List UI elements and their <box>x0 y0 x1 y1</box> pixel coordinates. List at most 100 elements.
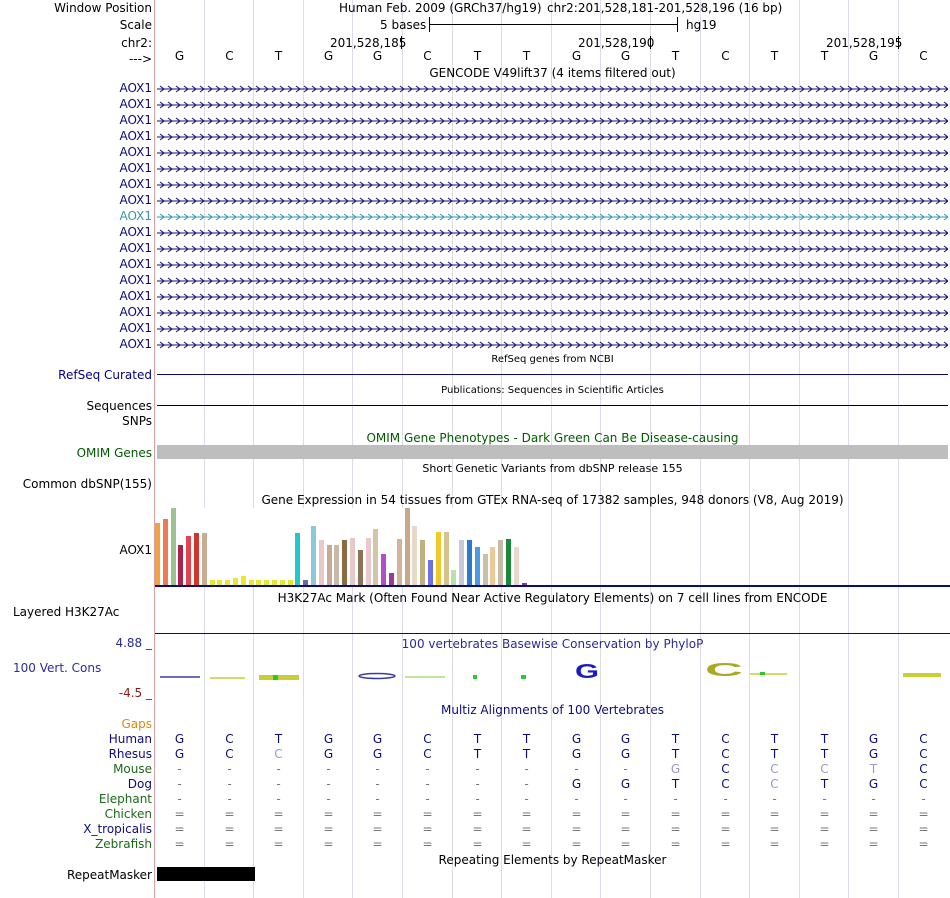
gtex-tissue-bar[interactable] <box>459 540 464 585</box>
gtex-tissue-bar[interactable] <box>522 583 527 585</box>
gtex-label[interactable]: AOX1 <box>119 543 152 557</box>
gtex-track-title[interactable]: Gene Expression in 54 tissues from GTEx … <box>261 493 844 507</box>
omim-track-title[interactable]: OMIM Gene Phenotypes - Dark Green Can Be… <box>366 431 739 445</box>
refseq-track-title[interactable]: RefSeq genes from NCBI <box>491 354 614 365</box>
gencode-gene-label[interactable]: AOX1 <box>119 145 152 159</box>
gencode-transcript[interactable] <box>157 339 949 349</box>
gtex-tissue-bar[interactable] <box>498 540 503 585</box>
gtex-tissue-bar[interactable] <box>202 533 207 585</box>
gencode-gene-label[interactable]: AOX1 <box>119 241 152 255</box>
gencode-transcript[interactable] <box>157 307 949 317</box>
gencode-transcript[interactable] <box>157 179 949 189</box>
omim-feature[interactable] <box>157 445 948 459</box>
conservation-logo[interactable]: G C <box>155 655 950 685</box>
gtex-tissue-bar[interactable] <box>342 540 347 585</box>
gtex-tissue-bar[interactable] <box>217 580 222 585</box>
gtex-tissue-bar[interactable] <box>178 545 183 585</box>
repeatmasker-track-title[interactable]: Repeating Elements by RepeatMasker <box>438 853 667 867</box>
gtex-tissue-bar[interactable] <box>412 526 417 585</box>
gencode-gene-label[interactable]: AOX1 <box>119 81 152 95</box>
multiz-species-label[interactable]: Zebrafish <box>95 837 152 851</box>
gencode-transcript[interactable] <box>157 131 949 141</box>
gencode-gene-label[interactable]: AOX1 <box>119 193 152 207</box>
sequences-label[interactable]: Sequences <box>86 399 152 413</box>
gtex-tissue-bar[interactable] <box>241 576 246 585</box>
gtex-tissue-bar[interactable] <box>451 570 456 585</box>
h3k27ac-track-title[interactable]: H3K27Ac Mark (Often Found Near Active Re… <box>277 591 828 605</box>
gencode-gene-label[interactable]: AOX1 <box>119 129 152 143</box>
multiz-species-label[interactable]: Elephant <box>98 792 152 806</box>
gtex-tissue-bar[interactable] <box>405 508 410 585</box>
gtex-tissue-bar[interactable] <box>389 573 394 585</box>
gtex-tissue-bar[interactable] <box>288 580 293 585</box>
gencode-transcript[interactable] <box>157 83 949 93</box>
gtex-tissue-bar[interactable] <box>467 540 472 585</box>
refseq-feature[interactable] <box>157 374 948 375</box>
gtex-tissue-bar[interactable] <box>311 526 316 585</box>
gencode-gene-label[interactable]: AOX1 <box>119 273 152 287</box>
multiz-species-label[interactable]: X_tropicalis <box>83 822 152 836</box>
multiz-species-label[interactable]: Dog <box>127 777 152 791</box>
dbsnp-label[interactable]: Common dbSNP(155) <box>22 477 152 491</box>
gencode-transcript[interactable] <box>157 211 949 221</box>
gtex-tissue-bar[interactable] <box>249 580 254 585</box>
gtex-tissue-bar[interactable] <box>381 554 386 585</box>
gencode-gene-label[interactable]: AOX1 <box>119 113 152 127</box>
gtex-tissue-bar[interactable] <box>225 580 230 585</box>
gencode-transcript[interactable] <box>157 115 949 125</box>
gtex-tissue-bar[interactable] <box>444 532 449 585</box>
gencode-transcript[interactable] <box>157 163 949 173</box>
gtex-tissue-bar[interactable] <box>272 580 277 585</box>
gencode-gene-label[interactable]: AOX1 <box>119 305 152 319</box>
gtex-tissue-bar[interactable] <box>327 545 332 585</box>
gencode-gene-label[interactable]: AOX1 <box>119 321 152 335</box>
gtex-tissue-bar[interactable] <box>186 536 191 585</box>
gencode-transcript[interactable] <box>157 323 949 333</box>
gencode-transcript[interactable] <box>157 275 949 285</box>
gencode-transcript[interactable] <box>157 243 949 253</box>
gtex-tissue-bar[interactable] <box>420 540 425 585</box>
conservation-track-title[interactable]: 100 vertebrates Basewise Conservation by… <box>401 637 704 651</box>
gencode-gene-label[interactable]: AOX1 <box>119 225 152 239</box>
gtex-tissue-bar[interactable] <box>280 580 285 585</box>
gtex-tissue-bar[interactable] <box>350 538 355 585</box>
dbsnp-track-title[interactable]: Short Genetic Variants from dbSNP releas… <box>422 462 683 475</box>
gtex-tissue-bar[interactable] <box>155 523 160 585</box>
gencode-gene-label[interactable]: AOX1 <box>119 97 152 111</box>
gtex-tissue-bar[interactable] <box>428 560 433 585</box>
omim-label[interactable]: OMIM Genes <box>76 446 152 460</box>
gtex-tissue-bar[interactable] <box>163 519 168 585</box>
gencode-transcript[interactable] <box>157 147 949 157</box>
gtex-tissue-bar[interactable] <box>319 540 324 585</box>
gtex-tissue-bar[interactable] <box>373 529 378 585</box>
gtex-tissue-bar[interactable] <box>397 539 402 585</box>
conservation-label[interactable]: 100 Vert. Cons <box>13 661 102 675</box>
gtex-tissue-bar[interactable] <box>334 545 339 585</box>
gtex-tissue-bar[interactable] <box>436 532 441 585</box>
repeatmasker-label[interactable]: RepeatMasker <box>66 868 152 882</box>
gtex-bar-chart[interactable] <box>155 508 533 585</box>
gencode-gene-label[interactable]: AOX1 <box>119 337 152 351</box>
snps-label[interactable]: SNPs <box>122 414 152 428</box>
gtex-tissue-bar[interactable] <box>256 580 261 585</box>
gtex-tissue-bar[interactable] <box>233 578 238 585</box>
gtex-tissue-bar[interactable] <box>506 539 511 585</box>
gencode-track-title[interactable]: GENCODE V49lift37 (4 items filtered out) <box>429 66 676 80</box>
publications-track-title[interactable]: Publications: Sequences in Scientific Ar… <box>441 385 664 396</box>
refseq-label[interactable]: RefSeq Curated <box>58 368 152 382</box>
gencode-transcript[interactable] <box>157 195 949 205</box>
multiz-species-label[interactable]: Rhesus <box>108 747 152 761</box>
gencode-transcript[interactable] <box>157 291 949 301</box>
gtex-tissue-bar[interactable] <box>171 508 176 585</box>
multiz-species-label[interactable]: Human <box>108 732 152 746</box>
multiz-species-label[interactable]: Mouse <box>113 762 152 776</box>
multiz-track-title[interactable]: Multiz Alignments of 100 Vertebrates <box>440 703 665 717</box>
gtex-tissue-bar[interactable] <box>295 533 300 585</box>
gencode-gene-label[interactable]: AOX1 <box>119 177 152 191</box>
gtex-tissue-bar[interactable] <box>358 550 363 585</box>
h3k27ac-label[interactable]: Layered H3K27Ac <box>13 605 120 619</box>
gencode-gene-label[interactable]: AOX1 <box>119 209 152 223</box>
gtex-tissue-bar[interactable] <box>194 533 199 585</box>
multiz-species-label[interactable]: Chicken <box>104 807 152 821</box>
gtex-tissue-bar[interactable] <box>483 554 488 585</box>
